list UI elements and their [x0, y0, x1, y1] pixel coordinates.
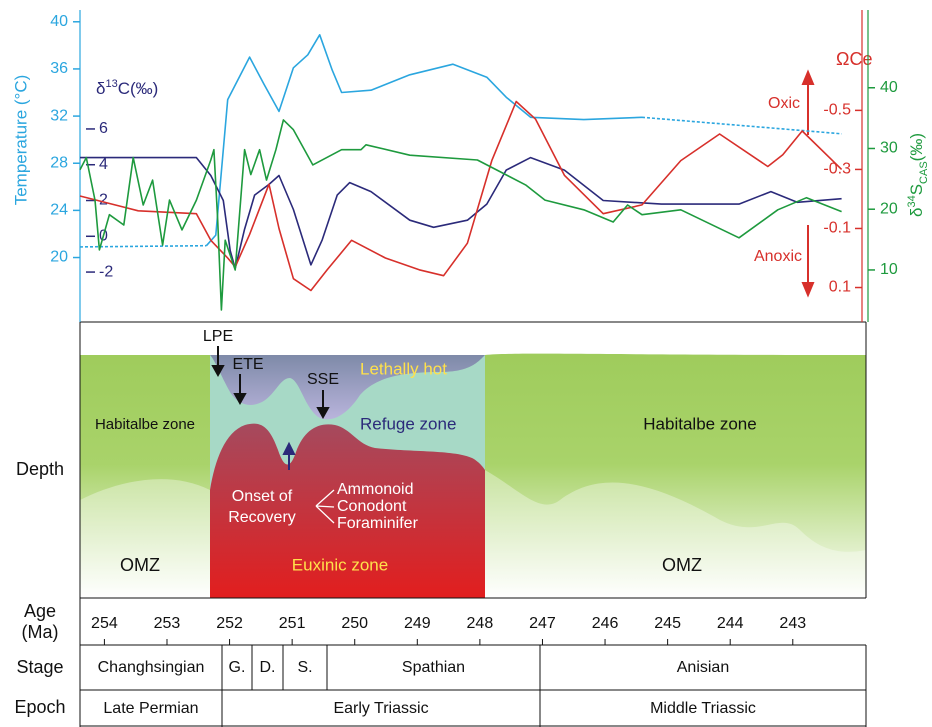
recovery-label: Onset of [232, 488, 293, 505]
axis-title-part: δ [96, 79, 105, 98]
event-label: SSE [307, 371, 339, 388]
zone-label: Lethally hot [360, 359, 447, 378]
frames [79, 321, 867, 727]
y-tick-label: 20 [50, 249, 68, 266]
stage-label: Anisian [677, 659, 729, 676]
group-label: Conodont [337, 498, 407, 515]
recovery-arrow [282, 441, 296, 470]
x-tick-label: 253 [154, 615, 181, 632]
x-tick-label: 244 [717, 615, 744, 632]
group-label: Foraminifer [337, 515, 419, 532]
stage-label: Changhsingian [98, 659, 205, 676]
euxinic-zone [210, 423, 485, 598]
y-tick-label: 4 [99, 156, 108, 173]
axis-title: Temperature (°C) [11, 75, 30, 206]
axis-title: δ34SCAS(‰) [906, 133, 930, 217]
x-tick-label: 254 [91, 615, 118, 632]
y-tick-label: 40 [50, 13, 68, 30]
arrow-head [801, 282, 815, 298]
habitable-zone [80, 355, 210, 598]
row-label: Epoch [14, 697, 65, 717]
data-line [79, 119, 842, 311]
zone-label: Euxinic zone [292, 555, 388, 574]
x-tick-label: 243 [779, 615, 806, 632]
x-tick-label: 250 [341, 615, 368, 632]
event-arrows [211, 346, 330, 420]
recovery-label: Recovery [228, 509, 296, 526]
arrow-head [233, 393, 247, 406]
zone-label: Habitalbe zone [95, 416, 195, 433]
y-tick-label: 24 [50, 202, 68, 219]
epoch-label: Middle Triassic [650, 700, 756, 717]
lethally-hot-zone [210, 355, 485, 420]
stage-label: S. [297, 659, 312, 676]
y-tick-label: -0.1 [823, 220, 851, 237]
y-tick-label: 2 [99, 192, 108, 209]
y-tick-label: 30 [880, 140, 898, 157]
stage-label: D. [260, 659, 276, 676]
x-tick-label: 252 [216, 615, 243, 632]
y-tick-label: 28 [50, 154, 68, 171]
zone-label: OMZ [120, 555, 160, 575]
axis-title-part: δ [907, 208, 926, 217]
row-label: Depth [16, 459, 64, 479]
y-tick-label: -0.3 [823, 161, 851, 178]
data-line [205, 34, 643, 247]
axis-title-part: S [907, 184, 926, 195]
epoch-label: Early Triassic [333, 700, 428, 717]
axis-title: δ13C(‰) [96, 78, 158, 99]
omz-shade [80, 479, 210, 598]
depth-panel: LPE ETE SSE Lethally hot Refuge zone Hab… [16, 322, 866, 598]
y-tick-label: 36 [50, 60, 68, 77]
x-tick-label: 249 [404, 615, 431, 632]
y-tick-label: 20 [880, 200, 898, 217]
y-tick-label: 32 [50, 107, 68, 124]
event-label: LPE [203, 328, 233, 345]
x-tick-label: 245 [654, 615, 681, 632]
arrow-head [801, 69, 815, 85]
y-tick-label: 6 [99, 120, 108, 137]
habitable-zone [485, 353, 866, 598]
data-line [641, 116, 842, 135]
y-tick-label: -2 [99, 263, 113, 280]
axis-title-part: 13 [105, 78, 117, 90]
annotation: Oxic [768, 95, 800, 112]
row-label: (Ma) [22, 622, 59, 642]
y-tick-label: -0.5 [823, 102, 851, 119]
x-tick-label: 247 [529, 615, 556, 632]
zone-label: Habitalbe zone [643, 414, 756, 433]
annotation: Anoxic [754, 248, 802, 265]
omz-shade [485, 470, 866, 598]
axis-title-part: 34 [906, 195, 918, 207]
redox-arrows [801, 69, 815, 298]
y-tick-label: 0.1 [829, 279, 851, 296]
stage-label: G. [229, 659, 246, 676]
axis-title: ΩCe [836, 49, 872, 69]
row-label: Stage [16, 657, 63, 677]
branch [315, 505, 335, 524]
arrow-head [211, 365, 225, 378]
recovery-branches [315, 489, 335, 524]
zone-label: Refuge zone [360, 414, 456, 433]
y-tick-label: 10 [880, 261, 898, 278]
event-label: ETE [232, 356, 263, 373]
x-tick-label: 251 [279, 615, 306, 632]
zone-label: OMZ [662, 555, 702, 575]
stage-label: Spathian [402, 659, 465, 676]
branch [315, 489, 335, 507]
arrow-head [316, 407, 330, 420]
data-line [79, 100, 843, 292]
x-tick-label: 248 [467, 615, 494, 632]
x-tick-label: 246 [592, 615, 619, 632]
axis-title-part: CAS [918, 161, 930, 184]
row-label: Age [24, 601, 56, 621]
axis-title-part: C(‰) [118, 79, 159, 98]
branch [315, 505, 335, 508]
y-tick-label: 40 [880, 79, 898, 96]
group-label: Ammonoid [337, 481, 413, 498]
arrow-head [282, 441, 296, 455]
epoch-label: Late Permian [103, 700, 198, 717]
axis-title-part: (‰) [907, 133, 926, 161]
